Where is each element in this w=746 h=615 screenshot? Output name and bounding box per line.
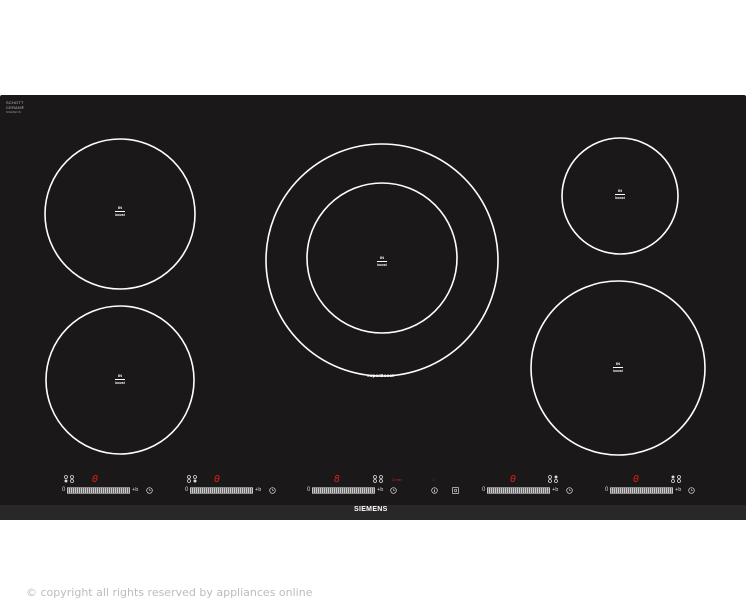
cooking-zones-svg — [44, 137, 706, 456]
badge-divider — [377, 260, 387, 262]
badge-divider — [615, 193, 625, 195]
slider-track[interactable] — [610, 486, 673, 494]
zone4-power-slider[interactable]: 0 +b — [482, 486, 559, 494]
zone-center-outer-ring — [265, 143, 499, 377]
timer-icon[interactable] — [566, 487, 573, 494]
zone-rear-right-badge: IN boost — [613, 188, 627, 200]
timer-icon[interactable] — [146, 487, 153, 494]
induction-cooktop: SCHOTT CERAN® SIEMENS IN boost IN boost … — [0, 95, 746, 520]
zone1-power-display: 0 — [92, 474, 99, 485]
zone-rear-right-ring — [561, 137, 679, 255]
center-power-display: 8 — [334, 474, 341, 485]
schott-ceran-logo: SCHOTT CERAN® SIEMENS — [6, 100, 30, 115]
slider-zero-label: 0 — [307, 487, 311, 493]
zone-rear-left-ring — [45, 305, 195, 455]
slider-track[interactable] — [67, 486, 130, 494]
boost-button[interactable]: +b — [377, 487, 384, 493]
badge-divider — [115, 210, 125, 212]
zone-front-left-ring — [44, 138, 196, 290]
zone-rear-left-badge: IN boost — [113, 373, 127, 385]
timer-icon[interactable] — [390, 487, 397, 494]
zone-center-badge: IN boost — [375, 255, 389, 267]
zone-front-right-ring — [530, 280, 706, 456]
badge-boost-label: boost — [115, 212, 125, 217]
badge-in-label: IN — [118, 372, 122, 378]
zone1-power-slider[interactable]: 0 +b — [62, 486, 139, 494]
boost-button[interactable]: +b — [675, 487, 682, 493]
timer-icon[interactable] — [688, 487, 695, 494]
slider-track[interactable] — [487, 486, 550, 494]
boost-button[interactable]: +b — [132, 487, 139, 493]
boost-button[interactable]: +b — [552, 487, 559, 493]
boost-button[interactable]: +b — [255, 487, 262, 493]
zone-front-right-badge: IN boost — [611, 361, 625, 373]
badge-divider — [613, 366, 623, 368]
slider-zero-label: 0 — [62, 487, 66, 493]
control-bar-background — [0, 505, 746, 520]
badge-boost-label: boost — [377, 262, 387, 267]
badge-in-label: IN — [616, 360, 620, 366]
timer-icon[interactable] — [269, 487, 276, 494]
badge-in-label: IN — [118, 204, 122, 210]
ceran-label: CERAN® — [6, 105, 25, 110]
zone-selector-icon[interactable] — [670, 475, 682, 483]
info-icon[interactable] — [431, 487, 438, 494]
zone2-power-slider[interactable]: 0 +b — [185, 486, 262, 494]
slider-zero-label: 0 — [482, 487, 486, 493]
slider-track[interactable] — [190, 486, 253, 494]
badge-divider — [115, 378, 125, 380]
badge-in-label: IN — [380, 254, 384, 260]
zone-selector-icon[interactable] — [186, 475, 198, 483]
zone-selector-icon[interactable] — [372, 475, 384, 483]
zone5-power-display: 0 — [633, 474, 640, 485]
slider-zero-label: 0 — [185, 487, 189, 493]
schott-sub-label: SIEMENS — [6, 110, 21, 114]
copyright-text: © copyright all rights reserved by appli… — [26, 586, 313, 599]
lock-icon[interactable] — [452, 487, 459, 494]
badge-in-label: IN — [618, 187, 622, 193]
slider-track[interactable] — [312, 486, 375, 494]
master-timer-display: I — [433, 477, 435, 482]
superboost-label: superBoost — [367, 373, 395, 378]
zone-center-inner-ring — [306, 182, 458, 334]
control-panel: 0 0 +b 0 0 +b — [0, 470, 746, 520]
slider-zero-label: 0 — [605, 487, 609, 493]
badge-boost-label: boost — [115, 380, 125, 385]
zone2-power-display: 0 — [214, 474, 221, 485]
center-timer-display: 3 min — [392, 477, 402, 482]
badge-boost-label: boost — [615, 195, 625, 200]
center-power-slider[interactable]: 0 +b — [307, 486, 384, 494]
zone-selector-icon[interactable] — [547, 475, 559, 483]
zone5-power-slider[interactable]: 0 +b — [605, 486, 682, 494]
schott-label: SCHOTT — [6, 100, 24, 105]
zone-front-left-badge: IN boost — [113, 205, 127, 217]
zone4-power-display: 0 — [510, 474, 517, 485]
siemens-logo: SIEMENS — [354, 506, 388, 513]
zone-selector-icon[interactable] — [63, 475, 75, 483]
badge-boost-label: boost — [613, 368, 623, 373]
